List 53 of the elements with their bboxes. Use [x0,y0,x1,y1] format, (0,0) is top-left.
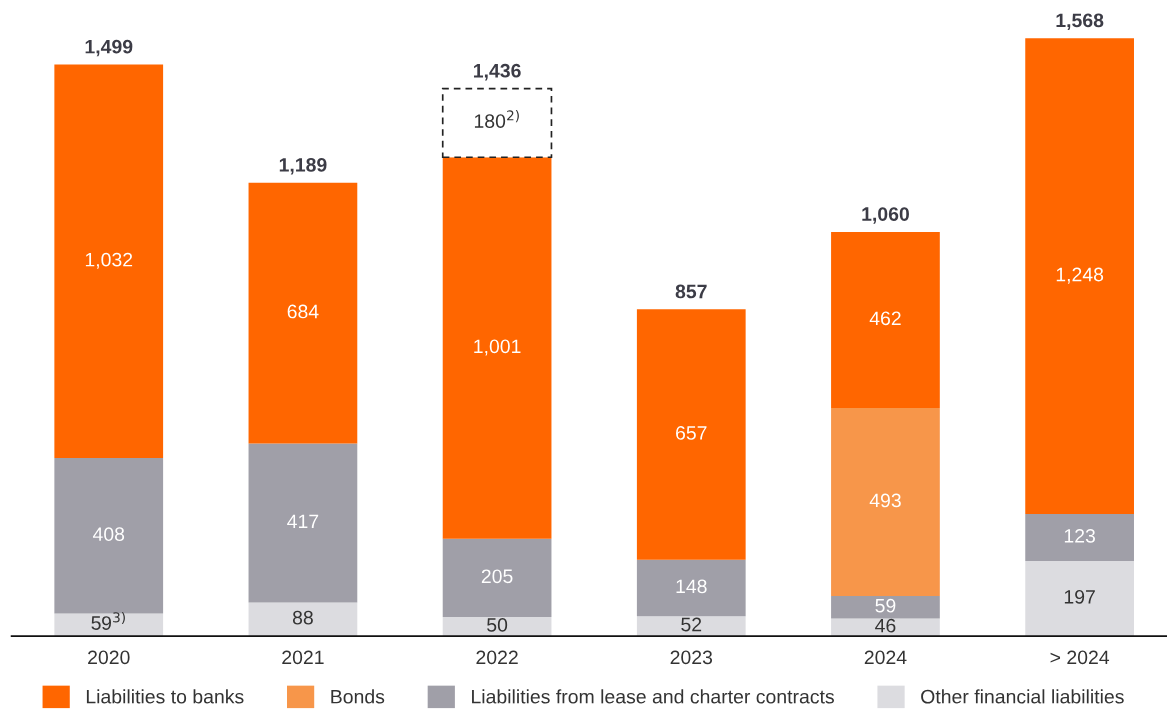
bar [636,309,746,560]
total-label: 1,060 [862,207,909,224]
total-label: 1,568 [1056,13,1104,31]
data-label: 123 [1064,528,1095,543]
bar [831,596,940,619]
x-tick-label: 2021 [282,650,324,665]
total-label: 857 [675,284,707,299]
data-label: 59 [875,598,896,613]
bar [1025,560,1134,637]
data-label: 205 [481,569,513,584]
data-label: 59$^{3)}$ [91,611,125,630]
bar [1025,38,1134,515]
bar [248,602,358,637]
bar [636,559,746,617]
data-label: 1,001 [474,339,521,356]
bar [54,458,164,614]
data-label: 50 [487,618,508,632]
bar [248,443,358,603]
x-tick-label: 2024 [864,650,907,665]
total-label: 1,189 [279,157,327,175]
data-label: 417 [287,514,319,529]
bar [248,182,358,444]
bar [442,538,552,618]
legend-label: Liabilities from lease and charter contracts [472,689,834,704]
total-label: 1,436 [473,63,521,81]
data-label: 408 [92,527,125,542]
bar [831,231,940,409]
total-label: 1,499 [85,39,133,57]
data-label: 197 [1064,589,1095,604]
data-label: 180$^{2)}$ [474,110,519,128]
data-label: 657 [676,426,707,440]
data-label: 52 [681,617,702,632]
data-label: 1,032 [85,252,133,269]
bar [636,616,746,637]
data-label: 684 [287,304,319,319]
data-label: 148 [676,579,707,594]
legend-label: Other financial liabilities [921,689,1124,704]
data-label: 462 [869,311,901,326]
x-tick-label: 2022 [476,650,518,665]
data-label: 493 [869,493,901,508]
data-label: 88 [292,610,313,625]
bar [441,87,553,159]
legend-label: Liabilities to banks [86,689,244,704]
bar [442,157,552,539]
data-label: 46 [875,618,896,633]
x-tick-label: 2020 [88,650,130,665]
legend-label: Bonds [331,689,385,704]
bar [831,408,940,597]
x-tick-label: 2023 [670,650,713,665]
x-tick-label: > 2024 [1050,650,1110,665]
bar [54,64,164,459]
bar [1025,514,1134,561]
data-label: 1,248 [1056,267,1104,284]
